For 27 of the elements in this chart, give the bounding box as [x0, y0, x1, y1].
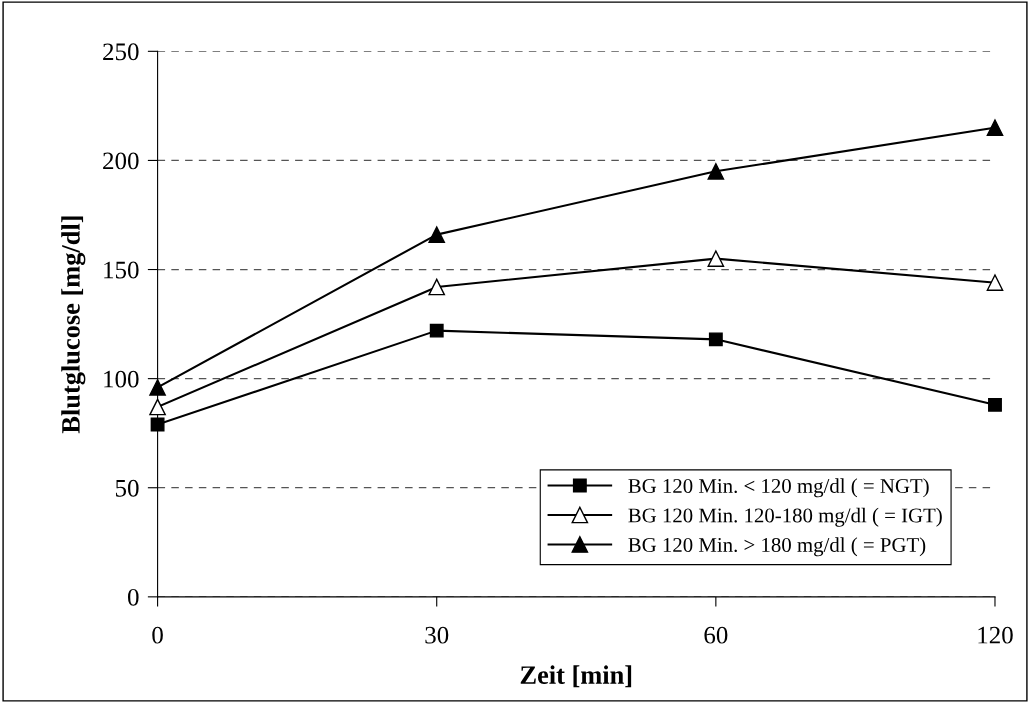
- legend-label: BG 120 Min. < 120 mg/dl ( = NGT): [628, 478, 929, 498]
- x-tick-label: 0: [152, 626, 163, 644]
- x-tick-label: 60: [704, 626, 728, 644]
- point: [150, 417, 165, 432]
- point: [988, 397, 1002, 412]
- x-axis-title: Zeit [min]: [520, 665, 632, 688]
- point: [707, 250, 725, 267]
- point: [428, 226, 446, 243]
- point: [429, 323, 444, 338]
- y-tick-label: 100: [104, 370, 139, 388]
- point: [149, 398, 166, 416]
- x-tick-label: 120: [978, 626, 1013, 644]
- y-tick-label: 0: [127, 588, 139, 606]
- legend-label: BG 120 Min. 120-180 mg/dl ( = IGT): [628, 507, 942, 527]
- point: [707, 163, 725, 180]
- y-tick-label: 150: [104, 261, 139, 279]
- y-axis-title: Blutglucose [mg/dl]: [61, 216, 86, 434]
- y-tick-label: 200: [103, 152, 139, 170]
- point: [986, 119, 1004, 137]
- x-tick-label: 30: [425, 626, 449, 644]
- legend-label: BG 120 Min. > 180 mg/dl ( = PGT): [628, 537, 926, 557]
- point: [708, 332, 723, 347]
- point: [986, 274, 1004, 291]
- point: [428, 278, 446, 296]
- point: [149, 379, 166, 396]
- y-tick-label: 250: [103, 43, 139, 61]
- y-tick-label: 50: [115, 479, 139, 497]
